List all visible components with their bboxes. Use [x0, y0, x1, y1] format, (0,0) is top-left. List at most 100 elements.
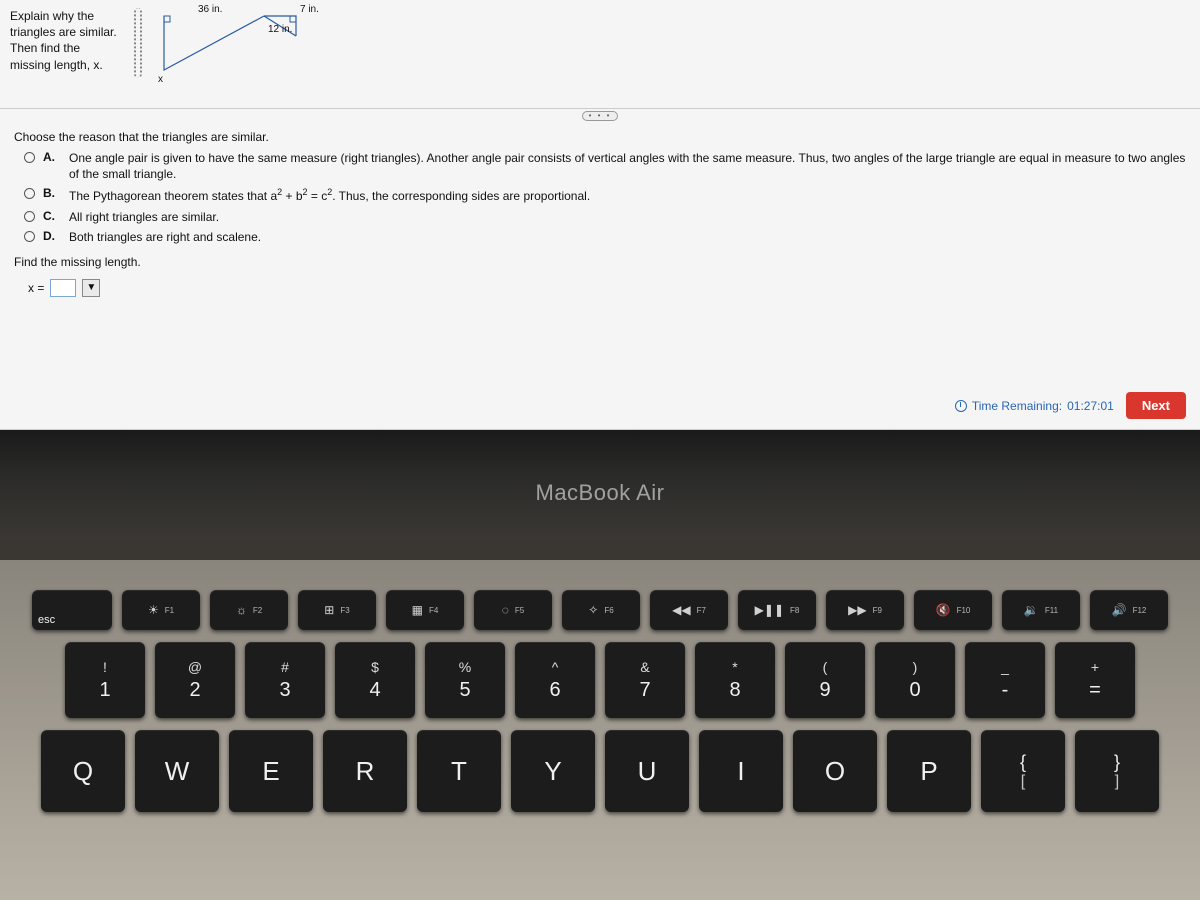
fast-forward-icon: ▶▶: [848, 603, 866, 617]
key-f6[interactable]: ✧F6: [562, 590, 640, 630]
key-f5[interactable]: ◌F5: [474, 590, 552, 630]
key-1[interactable]: !1: [65, 642, 145, 718]
key-f8[interactable]: ▶❚❚F8: [738, 590, 816, 630]
key-f4-label: F4: [429, 606, 438, 615]
key-7-num: 7: [639, 679, 650, 702]
choice-b-text: The Pythagorean theorem states that a2 +…: [69, 186, 1186, 204]
key-4-sym: $: [371, 659, 379, 675]
divider-handle[interactable]: • • •: [582, 111, 618, 121]
radio-c[interactable]: [24, 211, 35, 222]
key-w[interactable]: W: [135, 730, 219, 812]
problem-header: Explain why the triangles are similar. T…: [0, 0, 1200, 108]
key-y[interactable]: Y: [511, 730, 595, 812]
key-bracket-left[interactable]: {[: [981, 730, 1065, 812]
key-1-num: 1: [99, 679, 110, 702]
key-3[interactable]: #3: [245, 642, 325, 718]
key-9-sym: (: [823, 659, 828, 675]
key-r[interactable]: R: [323, 730, 407, 812]
key-o[interactable]: O: [793, 730, 877, 812]
x-value-input[interactable]: [50, 279, 76, 297]
key-0-sym: ): [913, 659, 918, 675]
key-f10-label: F10: [957, 606, 971, 615]
radio-a[interactable]: [24, 152, 35, 163]
key-i[interactable]: I: [699, 730, 783, 812]
brightness-up-icon: ☼: [236, 603, 247, 617]
key-9-num: 9: [819, 679, 830, 702]
number-row: !1 @2 #3 $4 %5 ^6 &7 *8 (9 )0 _- +=: [10, 642, 1190, 718]
clock-icon: [955, 400, 967, 412]
key-u[interactable]: U: [605, 730, 689, 812]
fig-label-12: 12 in.: [268, 24, 292, 35]
key-f9-label: F9: [873, 606, 882, 615]
radio-b[interactable]: [24, 188, 35, 199]
key-f7[interactable]: ◀◀F7: [650, 590, 728, 630]
key-8-sym: *: [732, 659, 737, 675]
key-4[interactable]: $4: [335, 642, 415, 718]
key-f4[interactable]: ▦F4: [386, 590, 464, 630]
choice-d-letter: D.: [43, 229, 61, 243]
key-bracket-right-bot: ]: [1115, 773, 1119, 791]
choice-a[interactable]: A. One angle pair is given to have the s…: [24, 150, 1186, 182]
key-q[interactable]: Q: [41, 730, 125, 812]
question-instruction: Choose the reason that the triangles are…: [14, 130, 1186, 144]
key-9[interactable]: (9: [785, 642, 865, 718]
triangle-figure: 36 in. 12 in. 7 in. x: [156, 8, 326, 88]
key-5[interactable]: %5: [425, 642, 505, 718]
rewind-icon: ◀◀: [672, 603, 690, 617]
key-minus-num: -: [1002, 679, 1009, 702]
x-dropdown-button[interactable]: ▼: [82, 279, 100, 297]
key-p[interactable]: P: [887, 730, 971, 812]
section-divider: • • •: [0, 108, 1200, 122]
macbook-air-label: MacBook Air: [0, 480, 1200, 506]
volume-up-icon: 🔊: [1112, 603, 1127, 617]
choice-d[interactable]: D. Both triangles are right and scalene.: [24, 229, 1186, 245]
key-6[interactable]: ^6: [515, 642, 595, 718]
question-body: Choose the reason that the triangles are…: [0, 122, 1200, 305]
key-minus[interactable]: _-: [965, 642, 1045, 718]
fig-label-36: 36 in.: [198, 4, 222, 15]
choice-a-letter: A.: [43, 150, 61, 164]
choice-b-letter: B.: [43, 186, 61, 200]
radio-d[interactable]: [24, 231, 35, 242]
choice-c[interactable]: C. All right triangles are similar.: [24, 209, 1186, 225]
keyboard: esc ☀F1 ☼ F2 ⊞F3 ▦F4 ◌F5 ✧F6 ◀◀F7 ▶❚❚F8 ▶…: [0, 560, 1200, 900]
choice-c-text: All right triangles are similar.: [69, 209, 1186, 225]
x-equals-row: x = ▼: [28, 279, 1186, 297]
key-2-num: 2: [189, 679, 200, 702]
key-f12[interactable]: 🔊 F12: [1090, 590, 1168, 630]
choice-b[interactable]: B. The Pythagorean theorem states that a…: [24, 186, 1186, 204]
key-f5-label: F5: [515, 606, 524, 615]
key-f9[interactable]: ▶▶ F9: [826, 590, 904, 630]
key-1-sym: !: [103, 659, 107, 675]
key-f11[interactable]: 🔉F11: [1002, 590, 1080, 630]
key-8[interactable]: *8: [695, 642, 775, 718]
next-button[interactable]: Next: [1126, 392, 1186, 419]
choice-b-prefix: The Pythagorean theorem states that a: [69, 189, 277, 203]
key-equals[interactable]: +=: [1055, 642, 1135, 718]
key-f12-label: F12: [1133, 606, 1147, 615]
key-f8-label: F8: [790, 606, 799, 615]
key-f2-label: F2: [253, 606, 262, 615]
key-esc[interactable]: esc: [32, 590, 112, 630]
key-8-num: 8: [729, 679, 740, 702]
key-e[interactable]: E: [229, 730, 313, 812]
key-bracket-left-top: {: [1020, 752, 1026, 773]
key-minus-sym: _: [1001, 659, 1009, 675]
key-0[interactable]: )0: [875, 642, 955, 718]
key-bracket-right[interactable]: }]: [1075, 730, 1159, 812]
fn-row: esc ☀F1 ☼ F2 ⊞F3 ▦F4 ◌F5 ✧F6 ◀◀F7 ▶❚❚F8 ▶…: [10, 590, 1190, 630]
keyboard-bright-icon: ✧: [588, 603, 598, 617]
key-f3-label: F3: [340, 606, 349, 615]
key-7[interactable]: &7: [605, 642, 685, 718]
key-f2[interactable]: ☼ F2: [210, 590, 288, 630]
qwerty-row: Q W E R T Y U I O P {[ }]: [10, 730, 1190, 812]
find-missing-label: Find the missing length.: [14, 255, 1186, 269]
key-2[interactable]: @2: [155, 642, 235, 718]
key-t[interactable]: T: [417, 730, 501, 812]
choice-b-suffix: . Thus, the corresponding sides are prop…: [332, 189, 590, 203]
key-f3[interactable]: ⊞F3: [298, 590, 376, 630]
choice-b-mid: + b: [282, 189, 302, 203]
key-f1[interactable]: ☀F1: [122, 590, 200, 630]
key-2-sym: @: [188, 659, 202, 675]
key-f10[interactable]: 🔇F10: [914, 590, 992, 630]
